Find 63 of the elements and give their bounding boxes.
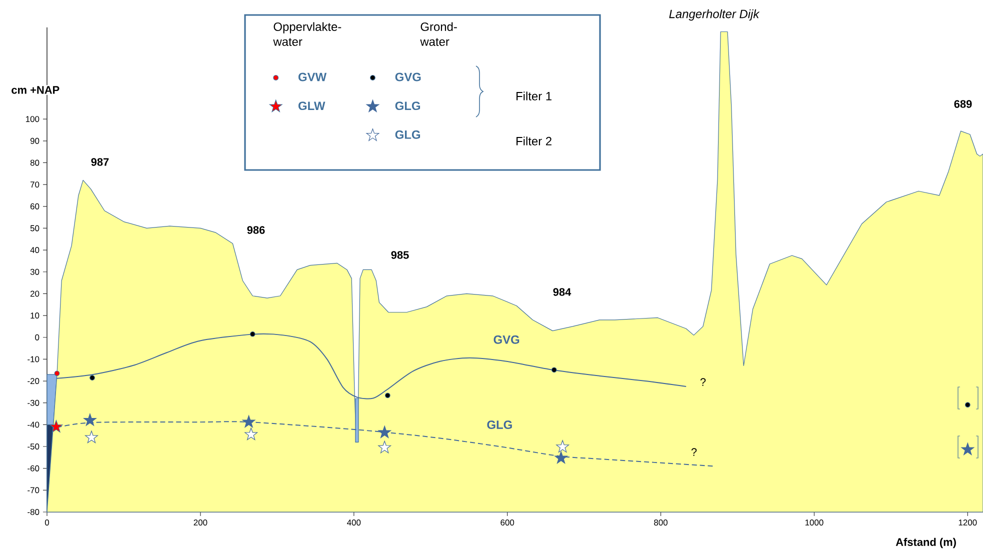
annotation: Filter 1 xyxy=(516,92,552,100)
annotation: Filter 2 xyxy=(516,136,552,146)
x-tick-label: 600 xyxy=(500,520,514,526)
y-tick-label: 20 xyxy=(30,290,40,297)
y-tick-label: -40 xyxy=(28,422,40,428)
point xyxy=(242,415,256,428)
x-axis-title: Afstand (m) xyxy=(896,538,956,548)
y-tick-label: -70 xyxy=(28,487,40,494)
point xyxy=(378,426,392,438)
x-tick-label: 0 xyxy=(44,520,50,526)
annotation: 985 xyxy=(391,251,409,259)
y-tick-label: -20 xyxy=(28,378,40,384)
annotation: 987 xyxy=(91,158,109,166)
point xyxy=(964,402,970,408)
series-label: GLG xyxy=(487,420,512,429)
y-tick-label: 60 xyxy=(30,203,40,210)
y-tick-label: 80 xyxy=(30,160,40,166)
annotation: 986 xyxy=(247,226,265,234)
point xyxy=(556,440,570,452)
y-tick-label: 70 xyxy=(30,182,40,188)
point xyxy=(50,420,63,432)
x-tick-label: 1200 xyxy=(958,520,977,526)
point xyxy=(54,370,60,376)
annotation: Grond-water xyxy=(420,22,457,46)
legend-label: GLG xyxy=(395,102,420,110)
y-tick-label: -50 xyxy=(28,444,40,450)
point xyxy=(554,451,568,464)
point xyxy=(384,392,390,398)
y-tick-label: -30 xyxy=(28,400,40,406)
x-tick-label: 400 xyxy=(347,520,361,526)
legend-label: GVG xyxy=(395,72,421,82)
y-tick-label: 90 xyxy=(30,138,40,144)
y-tick-label: 0 xyxy=(35,334,40,340)
x-tick-label: 1000 xyxy=(805,520,824,526)
y-tick-label: -10 xyxy=(28,356,40,362)
point xyxy=(90,375,95,380)
annotation: ? xyxy=(700,378,706,386)
series-label: GVG xyxy=(494,335,520,344)
x-tick-label: 200 xyxy=(194,520,208,526)
y-tick-label: 100 xyxy=(26,116,40,122)
point xyxy=(244,428,258,440)
point xyxy=(250,331,256,337)
legend-label: GLG xyxy=(395,130,420,139)
text: Langerholter Dijk xyxy=(669,9,760,21)
y-axis-title: cm +NAP xyxy=(12,86,60,94)
annotation: ? xyxy=(691,448,697,456)
y-tick-label: 30 xyxy=(30,268,40,275)
point xyxy=(84,414,96,426)
point xyxy=(378,440,392,454)
legend-label: GLW xyxy=(298,102,326,110)
point xyxy=(85,430,98,444)
point xyxy=(961,442,974,456)
point xyxy=(551,367,557,373)
annotation: 689 xyxy=(954,100,972,108)
y-tick-label: 40 xyxy=(30,247,40,254)
x-tick-label: 800 xyxy=(654,520,668,526)
legend-label: GVW xyxy=(298,72,327,82)
y-tick-label: 50 xyxy=(30,225,40,232)
y-tick-label: -80 xyxy=(28,509,40,515)
annotation: Oppervlakte-water xyxy=(273,22,342,46)
y-tick-label: 10 xyxy=(30,312,40,319)
annotation: 984 xyxy=(553,288,572,296)
y-tick-label: -60 xyxy=(28,465,40,472)
